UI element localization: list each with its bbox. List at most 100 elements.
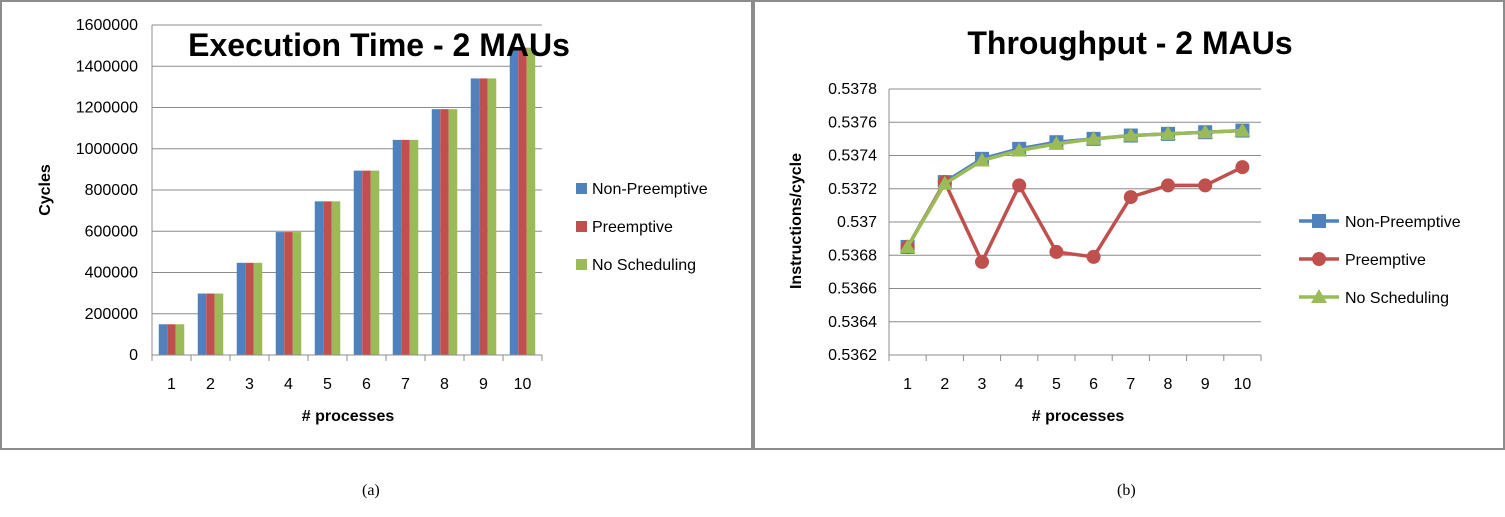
y-tick-label: 200000 <box>85 306 138 323</box>
x-tick-label: 1 <box>903 376 912 393</box>
x-tick-label: 3 <box>978 376 987 393</box>
legend-label-preemptive: Preemptive <box>1345 252 1426 269</box>
point-preemptive <box>1049 244 1064 259</box>
y-tick-label: 1400000 <box>76 58 138 75</box>
legend-label-no-scheduling: No Scheduling <box>592 257 696 274</box>
point-no-scheduling <box>1048 135 1065 150</box>
y-tick-label: 0.5374 <box>828 148 877 165</box>
x-tick-label: 1 <box>167 376 176 393</box>
bar-preemptive <box>323 201 332 355</box>
caption-a: (a) <box>362 482 380 499</box>
bar-non-preemptive <box>314 201 324 355</box>
y-tick-label: 600000 <box>85 223 138 240</box>
bar-non-preemptive <box>158 324 168 355</box>
x-tick-label: 3 <box>245 376 254 393</box>
bar-preemptive <box>518 47 527 355</box>
x-tick-label: 6 <box>1089 376 1098 393</box>
point-preemptive <box>1123 190 1138 205</box>
point-no-scheduling <box>936 175 953 190</box>
point-no-scheduling <box>974 152 990 167</box>
x-tick-label: 2 <box>206 376 215 393</box>
point-preemptive <box>1161 178 1175 193</box>
caption-b: (b) <box>1117 482 1136 499</box>
legend-marker-no-scheduling <box>1311 289 1327 303</box>
bar-non-preemptive <box>392 139 402 355</box>
point-preemptive <box>1086 249 1101 264</box>
x-tick-label: 6 <box>362 376 371 393</box>
x-tick-label: 2 <box>940 376 949 393</box>
y-tick-label: 1600000 <box>76 17 138 34</box>
bar-non-preemptive <box>431 109 441 356</box>
bar-no-scheduling <box>175 324 185 355</box>
bar-no-scheduling <box>526 47 536 355</box>
x-tick-label: 4 <box>1015 376 1024 393</box>
x-tick-label: 9 <box>479 376 488 393</box>
legend-label-no-scheduling: No Scheduling <box>1345 290 1449 307</box>
bar-no-scheduling <box>214 293 224 355</box>
bar-preemptive <box>245 262 254 355</box>
chart-title: Execution Time - 2 MAUs <box>188 27 570 63</box>
x-axis-label: # processes <box>1032 408 1125 425</box>
x-axis-label: # processes <box>302 408 395 425</box>
bar-non-preemptive <box>197 293 207 355</box>
bar-no-scheduling <box>253 262 263 355</box>
legend-marker-non-preemptive <box>1312 214 1326 228</box>
y-tick-label: 1000000 <box>76 141 138 158</box>
point-preemptive <box>1235 160 1250 175</box>
execution-time-chart: 0 200000 400000 600000 800000 1000000 1200000 1… <box>37 17 708 425</box>
bar-no-scheduling <box>448 109 458 356</box>
x-tick-label: 10 <box>514 376 532 393</box>
y-tick-label: 0.5366 <box>828 281 877 298</box>
point-preemptive <box>1012 178 1027 193</box>
execution-time-chart-panel: 0 200000 400000 600000 800000 1000000 1200000 1… <box>0 0 753 450</box>
y-tick-label: 0.5378 <box>828 81 877 98</box>
x-tick-label: 4 <box>284 376 293 393</box>
x-tick-label: 9 <box>1201 376 1210 393</box>
y-tick-label: 0.5372 <box>828 181 877 198</box>
bar-preemptive <box>206 293 215 355</box>
y-tick-label: 1200000 <box>76 100 138 117</box>
bar-preemptive <box>284 232 293 355</box>
bar-no-scheduling <box>292 232 302 355</box>
y-tick-label: 0.5368 <box>828 247 877 264</box>
point-preemptive <box>1198 178 1213 193</box>
point-no-scheduling <box>1234 122 1251 137</box>
bar-no-scheduling <box>487 78 497 355</box>
x-tick-label: 5 <box>1052 376 1061 393</box>
bar-preemptive <box>362 170 371 355</box>
bar-non-preemptive <box>236 262 246 355</box>
y-axis-label: Instructions/cycle <box>788 153 805 289</box>
chart-title: Throughput - 2 MAUs <box>967 25 1292 61</box>
x-tick-label: 7 <box>401 376 410 393</box>
throughput-chart: 0.5362 0.5364 0.5366 0.5368 0.537 0.5372 0.537… <box>788 25 1461 425</box>
y-tick-label: 0.5376 <box>828 114 877 131</box>
x-tick-label: 7 <box>1126 376 1135 393</box>
throughput-chart-panel: 0.5362 0.5364 0.5366 0.5368 0.537 0.5372 0.537… <box>753 0 1505 450</box>
x-tick-label: 5 <box>323 376 332 393</box>
x-tick-label: 8 <box>1164 376 1173 393</box>
legend-swatch-preemptive <box>576 221 587 232</box>
line-preemptive <box>906 165 1244 264</box>
legend-swatch-no-scheduling <box>576 259 587 270</box>
bar-non-preemptive <box>470 78 480 355</box>
bar-preemptive <box>440 109 449 356</box>
bar-non-preemptive <box>353 170 363 355</box>
point-no-scheduling <box>899 238 916 253</box>
line-no-scheduling <box>906 128 1243 248</box>
y-tick-label: 400000 <box>85 265 138 282</box>
x-tick-label: 8 <box>440 376 449 393</box>
point-no-scheduling <box>1122 127 1139 142</box>
y-tick-label: 0.5364 <box>828 314 877 331</box>
bar-preemptive <box>167 324 176 355</box>
bar-non-preemptive <box>275 232 285 355</box>
x-tick-label: 10 <box>1234 376 1252 393</box>
y-tick-label: 0.537 <box>837 214 877 231</box>
bar-preemptive <box>479 78 488 355</box>
point-no-scheduling <box>1085 130 1102 145</box>
point-no-scheduling <box>1011 142 1028 157</box>
bar-no-scheduling <box>331 201 341 355</box>
point-no-scheduling <box>1197 124 1214 139</box>
y-tick-label: 0.5362 <box>828 347 877 364</box>
legend-label-non-preemptive: Non-Preemptive <box>1345 214 1461 231</box>
legend-label-non-preemptive: Non-Preemptive <box>592 181 708 198</box>
